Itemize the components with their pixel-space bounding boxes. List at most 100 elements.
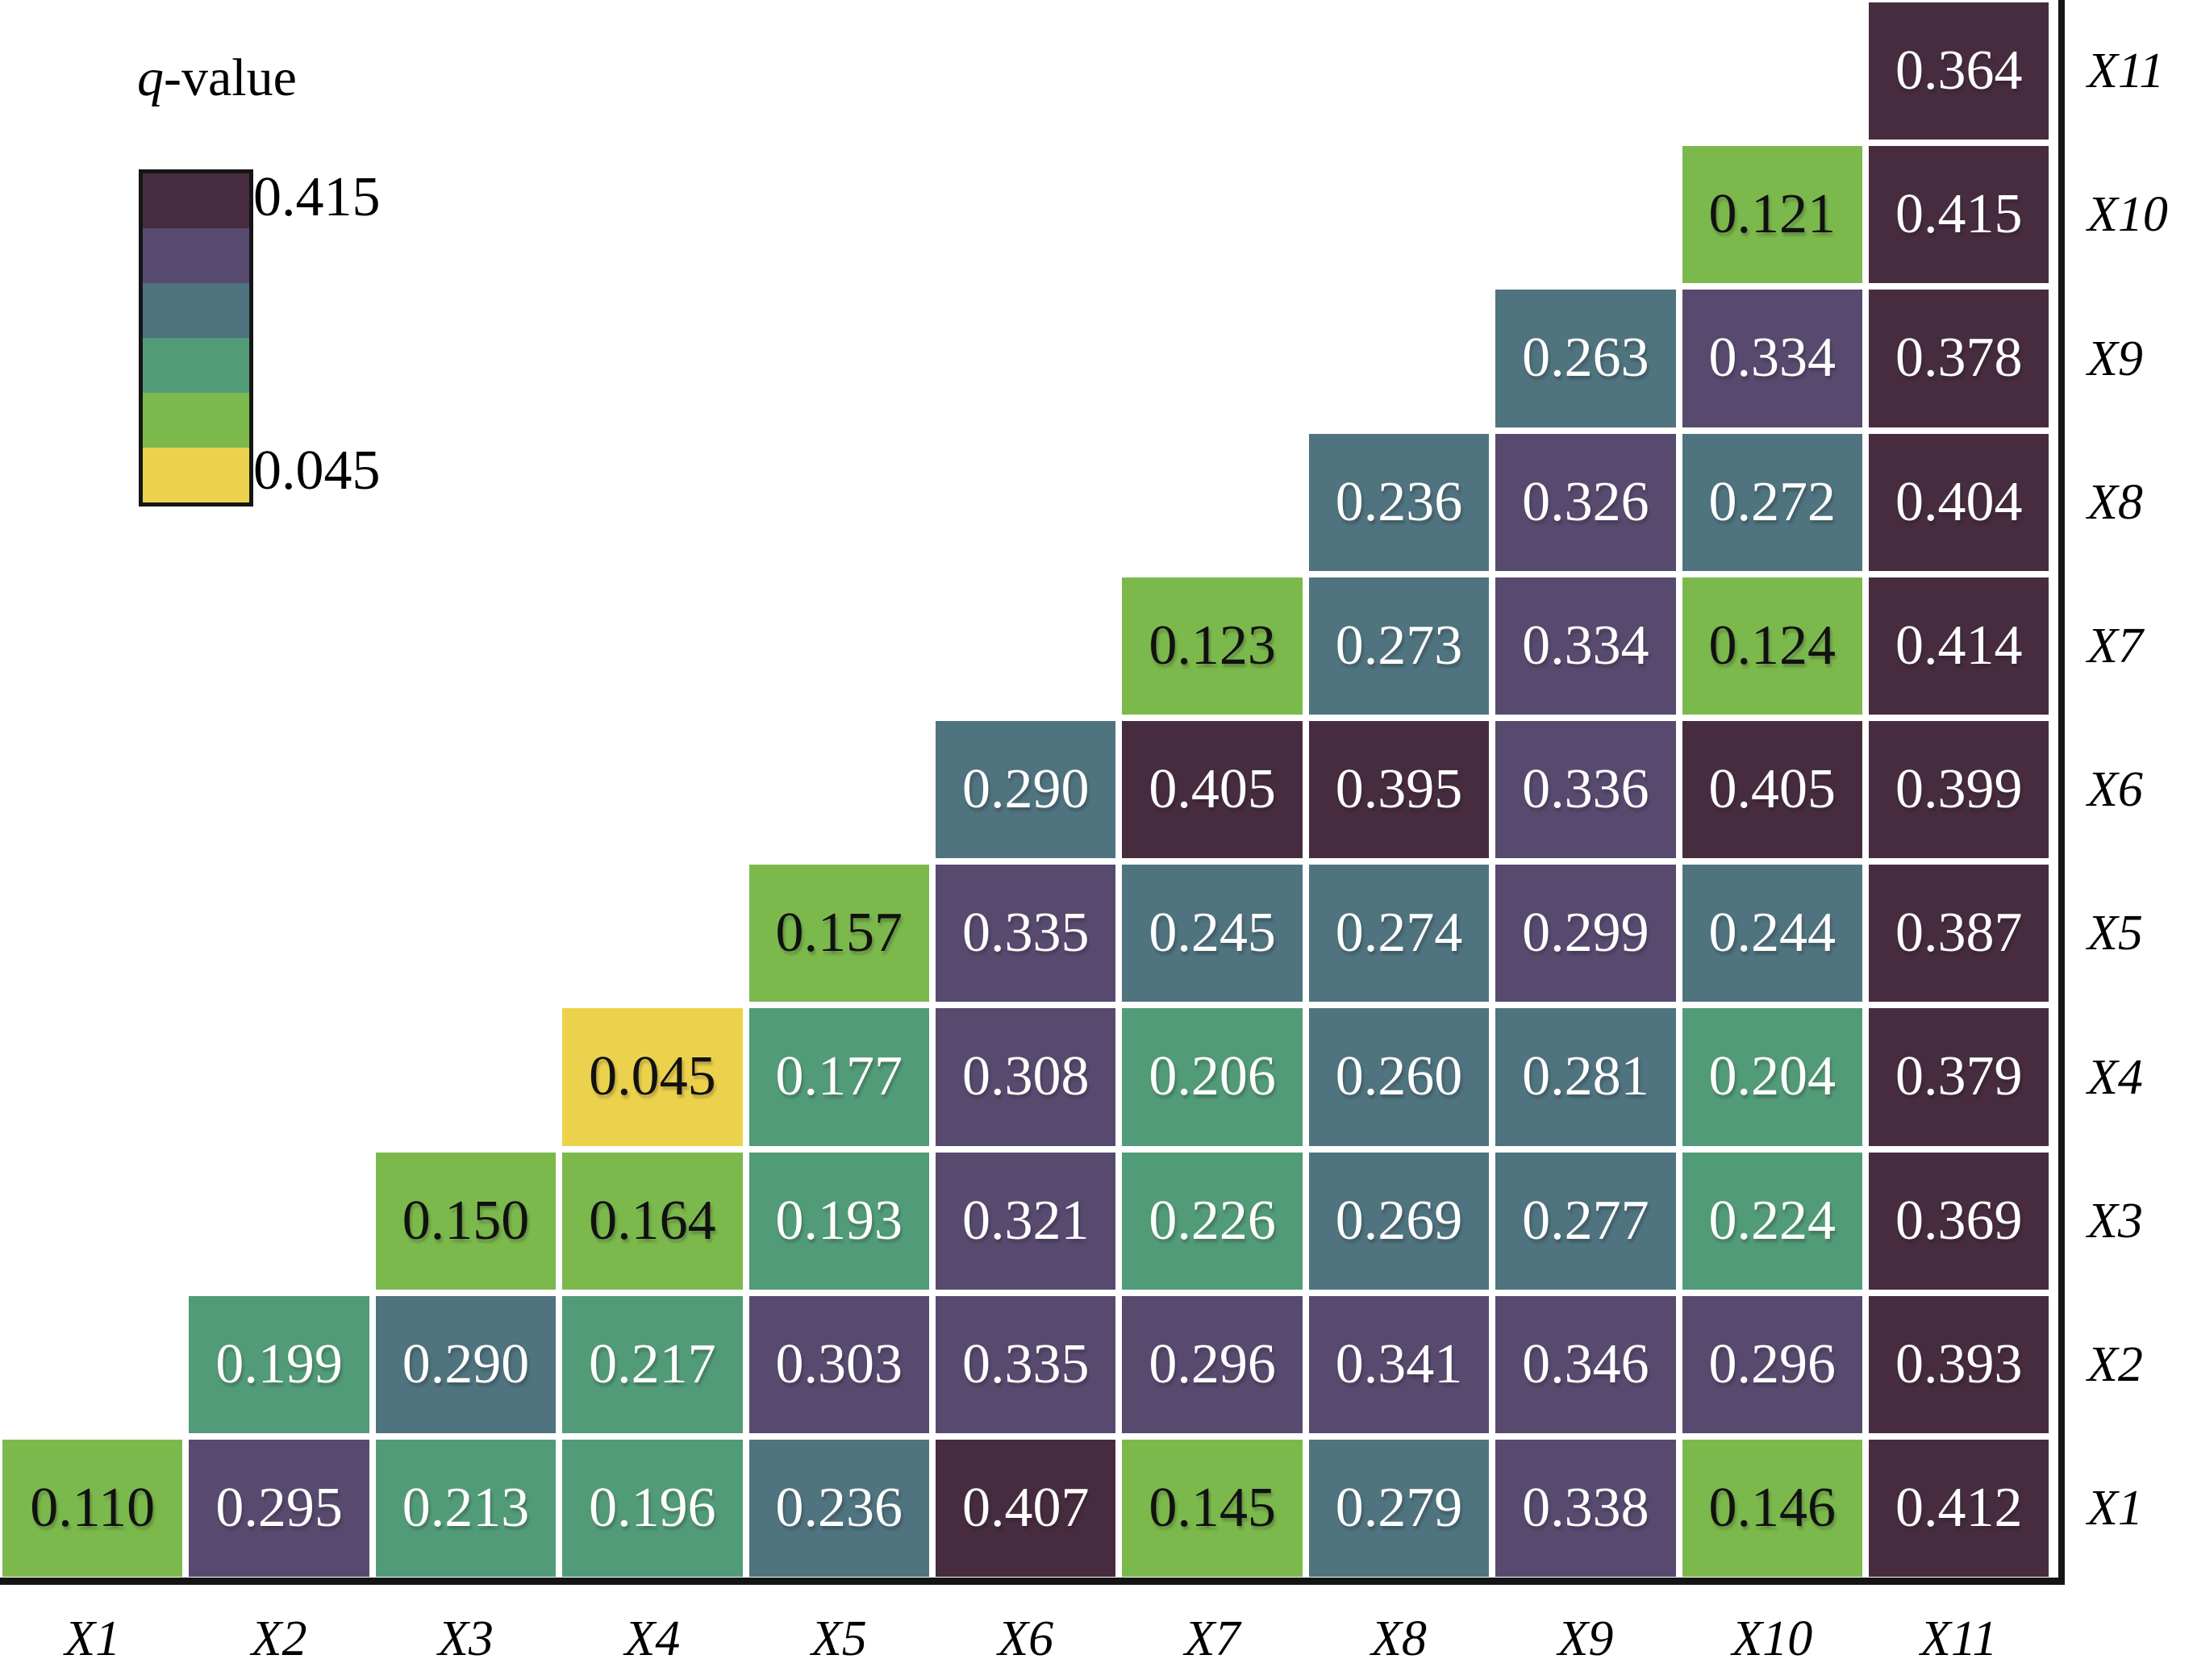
heatmap-cell-value: 0.146 xyxy=(1708,1477,1837,1540)
heatmap-cell-value: 0.236 xyxy=(775,1477,903,1540)
heatmap-cell: 0.199 xyxy=(189,1295,369,1433)
y-axis-label: X9 xyxy=(2087,331,2143,386)
heatmap-cell: 0.378 xyxy=(1869,290,2049,427)
legend-color-band xyxy=(143,283,249,338)
heatmap-cell: 0.336 xyxy=(1495,721,1676,859)
legend-color-band xyxy=(143,448,249,502)
legend-color-band xyxy=(143,393,249,448)
x-axis-label: X8 xyxy=(1371,1611,1427,1666)
heatmap-cell-value: 0.369 xyxy=(1895,1189,2023,1252)
heatmap-cell-value: 0.123 xyxy=(1149,614,1276,677)
heatmap-cell-value: 0.121 xyxy=(1708,183,1837,246)
heatmap-cell: 0.296 xyxy=(1122,1295,1303,1433)
heatmap-cell: 0.393 xyxy=(1869,1295,2049,1433)
heatmap-cell: 0.335 xyxy=(936,865,1116,1003)
y-axis-label: X8 xyxy=(2087,474,2143,530)
y-axis-label: X4 xyxy=(2087,1049,2143,1105)
heatmap-cell-value: 0.338 xyxy=(1522,1477,1649,1540)
heatmap-cell-value: 0.326 xyxy=(1522,470,1649,533)
heatmap-cell-value: 0.236 xyxy=(1335,470,1463,533)
heatmap-cell: 0.379 xyxy=(1869,1008,2049,1146)
heatmap-cell: 0.395 xyxy=(1308,721,1490,859)
heatmap-cell-value: 0.412 xyxy=(1895,1477,2023,1540)
heatmap-cell-value: 0.404 xyxy=(1895,470,2023,533)
x-axis-label: X6 xyxy=(998,1611,1054,1666)
legend-color-band xyxy=(143,228,249,283)
heatmap-cell-value: 0.308 xyxy=(961,1045,1090,1108)
heatmap-cell: 0.405 xyxy=(1682,721,1862,859)
heatmap-cell-value: 0.279 xyxy=(1335,1477,1463,1540)
y-axis-label: X2 xyxy=(2087,1336,2143,1392)
legend-colorbar xyxy=(139,169,253,507)
heatmap-cell: 0.279 xyxy=(1308,1440,1490,1578)
heatmap-cell: 0.281 xyxy=(1495,1008,1676,1146)
heatmap-cell: 0.121 xyxy=(1682,146,1862,284)
legend-color-band xyxy=(143,338,249,393)
y-axis-label: X5 xyxy=(2087,906,2143,961)
heatmap-cell-value: 0.272 xyxy=(1708,470,1837,533)
heatmap-cell-value: 0.045 xyxy=(589,1045,716,1108)
x-axis-label: X11 xyxy=(1920,1611,1998,1666)
heatmap-cell-value: 0.269 xyxy=(1335,1189,1463,1252)
heatmap-cell: 0.407 xyxy=(936,1440,1116,1578)
heatmap-cell-value: 0.303 xyxy=(775,1332,903,1395)
heatmap-cell: 0.295 xyxy=(189,1440,369,1578)
heatmap-cell: 0.321 xyxy=(936,1152,1116,1290)
heatmap-cell: 0.387 xyxy=(1869,865,2049,1003)
y-axis-label: X10 xyxy=(2087,187,2168,243)
heatmap-cell-value: 0.124 xyxy=(1708,614,1837,677)
heatmap-cell: 0.224 xyxy=(1682,1152,1862,1290)
heatmap-cell-value: 0.335 xyxy=(961,1332,1090,1395)
heatmap-cell: 0.244 xyxy=(1682,865,1862,1003)
heatmap-cell: 0.334 xyxy=(1495,577,1676,715)
heatmap-cell: 0.226 xyxy=(1122,1152,1303,1290)
heatmap-cell-value: 0.378 xyxy=(1895,327,2023,390)
heatmap-cell-value: 0.379 xyxy=(1895,1045,2023,1108)
heatmap-cell: 0.206 xyxy=(1122,1008,1303,1146)
heatmap-cell-value: 0.217 xyxy=(589,1332,716,1395)
heatmap-cell-value: 0.387 xyxy=(1895,902,2023,965)
heatmap-cell-value: 0.145 xyxy=(1149,1477,1276,1540)
heatmap-cell-value: 0.405 xyxy=(1708,758,1837,821)
legend-title-rest: -value xyxy=(164,48,297,107)
heatmap-cell-value: 0.334 xyxy=(1522,614,1649,677)
heatmap-cell: 0.045 xyxy=(562,1008,743,1146)
y-axis-label: X6 xyxy=(2087,762,2143,818)
heatmap-cell: 0.236 xyxy=(748,1440,929,1578)
heatmap-cell-value: 0.110 xyxy=(30,1477,156,1540)
heatmap-cell: 0.414 xyxy=(1869,577,2049,715)
heatmap-cell: 0.177 xyxy=(748,1008,929,1146)
heatmap-cell-value: 0.193 xyxy=(775,1189,903,1252)
heatmap-cell-value: 0.295 xyxy=(215,1477,343,1540)
heatmap-cell: 0.245 xyxy=(1122,865,1303,1003)
heatmap-cell-value: 0.164 xyxy=(589,1189,716,1252)
x-axis-label: X2 xyxy=(251,1611,307,1666)
heatmap-cell: 0.145 xyxy=(1122,1440,1303,1578)
heatmap-cell-value: 0.150 xyxy=(402,1189,530,1252)
heatmap-cell: 0.272 xyxy=(1682,433,1862,571)
heatmap-cell-value: 0.260 xyxy=(1335,1045,1463,1108)
heatmap-cell: 0.404 xyxy=(1869,433,2049,571)
heatmap-cell-value: 0.204 xyxy=(1708,1045,1837,1108)
heatmap-cell-value: 0.399 xyxy=(1895,758,2023,821)
heatmap-cell-value: 0.273 xyxy=(1335,614,1463,677)
y-axis-label: X11 xyxy=(2087,44,2165,99)
heatmap-cell: 0.338 xyxy=(1495,1440,1676,1578)
heatmap-cell: 0.124 xyxy=(1682,577,1862,715)
heatmap-cell-value: 0.393 xyxy=(1895,1332,2023,1395)
heatmap-cell: 0.110 xyxy=(2,1440,183,1578)
heatmap-cell-value: 0.364 xyxy=(1895,40,2023,102)
heatmap-cell: 0.399 xyxy=(1869,721,2049,859)
y-axis-line xyxy=(2058,0,2065,1585)
heatmap-cell: 0.334 xyxy=(1682,290,1862,427)
heatmap-cell: 0.164 xyxy=(562,1152,743,1290)
heatmap-cell-value: 0.299 xyxy=(1522,902,1649,965)
heatmap-cell: 0.364 xyxy=(1869,2,2049,140)
heatmap-cell-value: 0.226 xyxy=(1149,1189,1276,1252)
x-axis-label: X7 xyxy=(1184,1611,1240,1666)
heatmap-cell-value: 0.407 xyxy=(961,1477,1090,1540)
x-axis-label: X3 xyxy=(438,1611,494,1666)
heatmap-cell-value: 0.199 xyxy=(215,1332,343,1395)
heatmap-cell-value: 0.224 xyxy=(1708,1189,1837,1252)
